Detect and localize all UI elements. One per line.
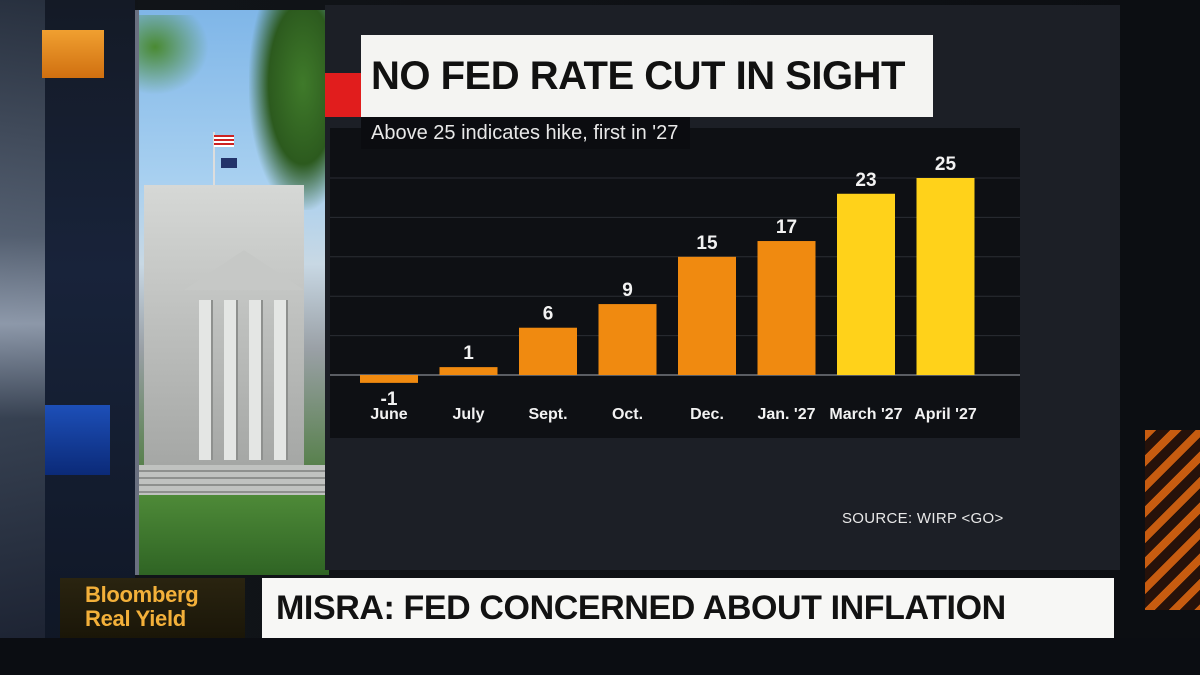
- data-label: 9: [622, 280, 633, 301]
- federal-reserve-photo: [135, 10, 329, 575]
- lower-third-headline-box: MISRA: FED CONCERNED ABOUT INFLATION: [262, 578, 1114, 638]
- lower-third-headline: MISRA: FED CONCERNED ABOUT INFLATION: [276, 589, 1006, 627]
- building-steps: [139, 465, 329, 495]
- x-tick-label: March '27: [829, 406, 902, 423]
- chart-source: SOURCE: WIRP <GO>: [842, 510, 1004, 527]
- tree-foliage: [249, 10, 329, 210]
- secondary-flag-icon: [221, 158, 237, 168]
- studio-blue-accent: [45, 405, 110, 475]
- brand-line-1: Bloomberg: [85, 582, 199, 607]
- chart-title: NO FED RATE CUT IN SIGHT: [371, 54, 905, 98]
- x-tick-label: Dec.: [690, 406, 724, 423]
- data-label: 6: [543, 304, 554, 325]
- chart-title-block: NO FED RATE CUT IN SIGHT: [325, 35, 933, 117]
- chart-subtitle: Above 25 indicates hike, first in '27: [361, 117, 691, 149]
- us-flag-icon: [214, 135, 234, 147]
- building-column: [199, 300, 211, 460]
- title-red-accent: [325, 73, 361, 117]
- bar: [598, 304, 657, 375]
- data-label: -1: [381, 389, 398, 410]
- chart-plot-area: [330, 128, 1020, 438]
- bar: [360, 375, 418, 383]
- data-label: 23: [855, 170, 876, 191]
- bar: [757, 241, 816, 375]
- studio-orange-accent: [42, 30, 104, 78]
- building-column: [224, 300, 236, 460]
- studio-side-panel: [45, 0, 135, 675]
- bottom-bar: [0, 638, 1200, 675]
- building-column: [274, 300, 286, 460]
- building-column: [249, 300, 261, 460]
- bar: [837, 193, 895, 375]
- data-label: 17: [776, 217, 797, 238]
- x-tick-label: June: [370, 406, 407, 423]
- studio-right-accent: [1145, 430, 1200, 610]
- lawn: [139, 495, 329, 575]
- bar: [916, 178, 975, 375]
- show-brand-logo: Bloomberg Real Yield: [60, 578, 245, 638]
- bar: [439, 367, 498, 375]
- x-tick-label: Jan. '27: [757, 406, 815, 423]
- title-background: NO FED RATE CUT IN SIGHT: [361, 35, 933, 117]
- studio-light-strip: [0, 0, 45, 675]
- x-tick-label: April '27: [914, 406, 977, 423]
- x-tick-label: Sept.: [528, 406, 567, 423]
- data-label: 25: [935, 154, 957, 175]
- x-tick-label: July: [452, 406, 484, 423]
- flag-pole: [213, 132, 215, 207]
- data-label: 15: [696, 233, 718, 254]
- brand-line-2: Real Yield: [85, 606, 186, 631]
- data-label: 1: [463, 343, 474, 364]
- bar: [519, 327, 577, 375]
- tree-foliage: [139, 15, 209, 95]
- bar: [678, 256, 736, 375]
- x-tick-label: Oct.: [612, 406, 643, 423]
